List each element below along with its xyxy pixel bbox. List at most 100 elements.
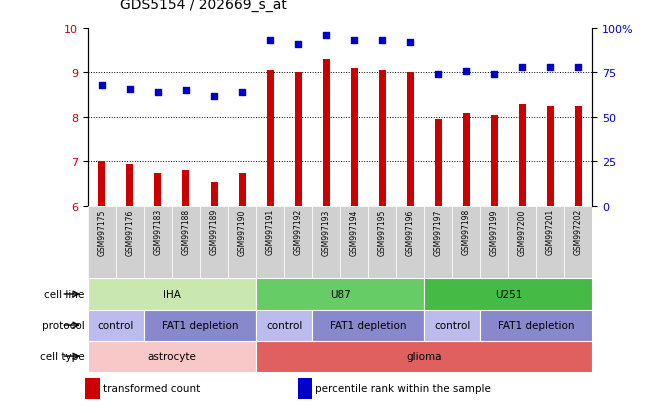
Point	[573, 65, 583, 71]
Text: transformed count: transformed count	[103, 383, 201, 393]
Bar	[256, 206, 284, 279]
Bar	[463, 113, 470, 206]
Point	[293, 42, 303, 48]
Text: U251: U251	[495, 289, 522, 299]
Text: GSM997194: GSM997194	[350, 209, 359, 255]
Text: cell line: cell line	[44, 289, 85, 299]
Bar	[424, 206, 452, 279]
Bar	[85, 378, 100, 399]
Bar	[256, 279, 424, 310]
Bar	[407, 74, 414, 206]
Text: control: control	[434, 320, 471, 330]
Text: GSM997196: GSM997196	[406, 209, 415, 255]
Point	[125, 86, 135, 93]
Bar	[508, 206, 536, 279]
Bar	[323, 60, 329, 206]
Text: GSM997189: GSM997189	[210, 209, 219, 255]
Bar	[340, 206, 368, 279]
Point	[433, 72, 443, 78]
Text: astrocyte: astrocyte	[148, 351, 197, 361]
Bar	[396, 206, 424, 279]
Bar	[368, 206, 396, 279]
Point	[321, 33, 331, 39]
Text: GSM997190: GSM997190	[238, 209, 247, 255]
Bar	[295, 74, 301, 206]
Text: GSM997200: GSM997200	[518, 209, 527, 255]
Bar	[88, 206, 116, 279]
Point	[489, 72, 499, 78]
Bar	[424, 310, 480, 341]
Bar	[88, 279, 256, 310]
Bar	[424, 279, 592, 310]
Text: GSM997193: GSM997193	[322, 209, 331, 255]
Point	[181, 88, 191, 95]
Text: GSM997191: GSM997191	[266, 209, 275, 255]
Bar	[88, 310, 144, 341]
Bar	[238, 173, 245, 206]
Text: FAT1 depletion: FAT1 depletion	[161, 320, 238, 330]
Bar	[351, 69, 357, 206]
Bar	[182, 171, 189, 206]
Bar	[256, 310, 312, 341]
Text: percentile rank within the sample: percentile rank within the sample	[315, 383, 491, 393]
Bar	[88, 341, 256, 372]
Text: GSM997199: GSM997199	[490, 209, 499, 255]
Point	[265, 38, 275, 45]
Bar	[379, 71, 385, 206]
Point	[237, 90, 247, 96]
Bar	[536, 206, 564, 279]
Text: control: control	[266, 320, 302, 330]
Point	[97, 83, 107, 89]
Text: GDS5154 / 202669_s_at: GDS5154 / 202669_s_at	[120, 0, 287, 12]
Text: control: control	[98, 320, 134, 330]
Text: U87: U87	[330, 289, 350, 299]
Bar	[116, 206, 144, 279]
Bar	[256, 341, 592, 372]
Bar	[284, 206, 312, 279]
Point	[377, 38, 387, 45]
Text: glioma: glioma	[406, 351, 442, 361]
Text: GSM997195: GSM997195	[378, 209, 387, 255]
Bar	[480, 310, 592, 341]
Text: GSM997192: GSM997192	[294, 209, 303, 255]
Text: protocol: protocol	[42, 320, 85, 330]
Bar	[452, 206, 480, 279]
Point	[461, 68, 471, 75]
Bar	[575, 107, 582, 206]
Bar	[154, 173, 161, 206]
Bar	[491, 116, 498, 206]
Point	[545, 65, 555, 71]
Bar	[144, 206, 172, 279]
Bar	[564, 206, 592, 279]
Bar	[298, 378, 312, 399]
Bar	[435, 120, 442, 206]
Text: GSM997198: GSM997198	[462, 209, 471, 255]
Bar	[98, 162, 105, 206]
Text: cell type: cell type	[40, 351, 85, 361]
Point	[349, 38, 359, 45]
Bar	[172, 206, 200, 279]
Text: GSM997183: GSM997183	[154, 209, 163, 255]
Bar	[210, 182, 217, 206]
Bar	[519, 104, 526, 206]
Bar	[547, 107, 554, 206]
Text: FAT1 depletion: FAT1 depletion	[498, 320, 575, 330]
Point	[517, 65, 527, 71]
Text: GSM997188: GSM997188	[182, 209, 191, 255]
Text: GSM997176: GSM997176	[126, 209, 134, 255]
Bar	[312, 206, 340, 279]
Text: GSM997197: GSM997197	[434, 209, 443, 255]
Text: IHA: IHA	[163, 289, 181, 299]
Bar	[228, 206, 256, 279]
Bar	[480, 206, 508, 279]
Point	[153, 90, 163, 96]
Point	[209, 93, 219, 100]
Text: GSM997175: GSM997175	[98, 209, 106, 255]
Bar	[200, 206, 228, 279]
Bar	[266, 71, 273, 206]
Text: FAT1 depletion: FAT1 depletion	[330, 320, 406, 330]
Bar	[126, 164, 133, 206]
Text: GSM997202: GSM997202	[574, 209, 583, 255]
Bar	[312, 310, 424, 341]
Point	[405, 40, 415, 46]
